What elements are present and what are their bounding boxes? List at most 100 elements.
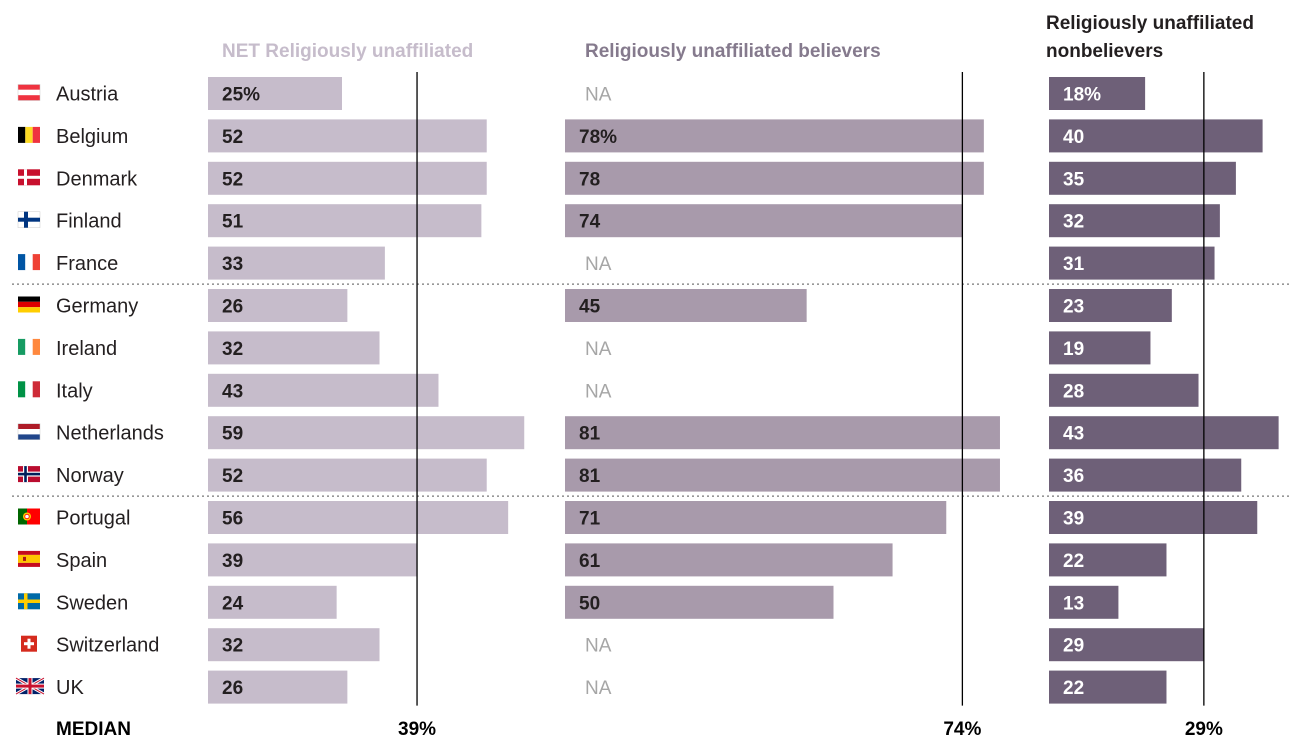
- data-label: 33: [222, 254, 243, 275]
- country-label: Norway: [56, 465, 124, 487]
- uk-flag-icon: [15, 676, 45, 696]
- median-lines: 39% 74% 29%: [398, 72, 1223, 738]
- table-row: Sweden 24 50 13: [18, 585, 1119, 619]
- na-label: NA: [585, 381, 612, 402]
- table-row: Switzerland 32 NA 29: [21, 628, 1204, 662]
- table-row: Ireland 32 NA 19: [18, 331, 1151, 365]
- spain-flag-icon: [18, 550, 40, 567]
- data-label: 81: [579, 466, 601, 487]
- austria-flag-icon: [17, 84, 41, 101]
- bar: [208, 543, 418, 577]
- data-label: 52: [222, 466, 243, 487]
- bar: [208, 670, 348, 704]
- bar: [565, 119, 984, 153]
- bar: [1049, 204, 1220, 238]
- bar: [208, 458, 487, 492]
- bar: [208, 289, 348, 322]
- data-label: 78%: [579, 127, 617, 148]
- bar: [1049, 585, 1119, 619]
- data-label: 43: [1063, 424, 1084, 445]
- na-label: NA: [585, 254, 612, 275]
- na-label: NA: [585, 339, 612, 360]
- bar: [1049, 373, 1199, 407]
- data-label: 29: [1063, 636, 1084, 657]
- data-label: 25%: [222, 85, 260, 106]
- data-label: 36: [1063, 466, 1084, 487]
- median-value-label: 29%: [1185, 719, 1223, 738]
- table-row: France 33 NA 31: [18, 246, 1215, 280]
- bar: [565, 204, 963, 238]
- table-row: Belgium 52 78% 40: [18, 119, 1263, 153]
- table-row: Austria 25% NA 18%: [17, 77, 1146, 110]
- finland-flag-icon: [17, 211, 41, 228]
- data-label: 40: [1063, 127, 1084, 148]
- median-value-label: 39%: [398, 719, 436, 738]
- data-label: 50: [579, 593, 600, 614]
- country-label: Germany: [56, 296, 138, 318]
- france-flag-icon: [18, 254, 40, 271]
- country-label: Portugal: [56, 508, 131, 530]
- data-label: 31: [1063, 254, 1085, 275]
- data-label: 26: [222, 297, 243, 318]
- bar: [1049, 670, 1167, 704]
- country-label: Netherlands: [56, 423, 164, 445]
- bar: [1049, 628, 1204, 662]
- data-label: 22: [1063, 551, 1084, 572]
- bar: [1049, 161, 1236, 195]
- chart-rows: Austria 25% NA 18% Belgium 52 78% 40 Denmark 52 78…: [12, 77, 1292, 704]
- bar: [1049, 331, 1151, 365]
- table-row: Italy 43 NA 28: [18, 373, 1199, 407]
- bar: [565, 416, 1000, 450]
- bar: [565, 501, 947, 534]
- bar: [565, 161, 984, 195]
- norway-flag-icon: [18, 466, 40, 483]
- data-label: 32: [222, 339, 243, 360]
- bar: [208, 373, 439, 407]
- bar: [1049, 543, 1167, 577]
- data-label: 32: [1063, 212, 1084, 233]
- country-label: Spain: [56, 550, 107, 572]
- bar: [208, 585, 337, 619]
- country-label: Italy: [56, 380, 93, 402]
- table-row: Germany 26 45 23: [18, 289, 1172, 322]
- table-row: Norway 52 81 36: [18, 458, 1242, 492]
- country-label: Sweden: [56, 592, 128, 614]
- bar: [565, 289, 807, 322]
- chart-headers: NET Religiously unaffiliated Religiously…: [222, 13, 1254, 62]
- data-label: 71: [579, 509, 601, 530]
- table-row: Finland 51 74 32: [17, 204, 1220, 238]
- portugal-flag-icon: [18, 508, 40, 525]
- country-label: Belgium: [56, 126, 128, 148]
- median-row-label: MEDIAN: [56, 719, 131, 738]
- country-label: Finland: [56, 211, 122, 233]
- data-label: 26: [222, 678, 243, 699]
- data-label: 43: [222, 381, 243, 402]
- bar: [1049, 246, 1215, 280]
- bar: [208, 161, 487, 195]
- bar: [565, 543, 893, 577]
- table-row: UK 26 NA 22: [15, 670, 1167, 704]
- country-label: Switzerland: [56, 635, 159, 657]
- bar: [208, 77, 342, 110]
- bar: [208, 331, 380, 365]
- bar: [1049, 289, 1172, 322]
- bar: [1049, 119, 1263, 153]
- netherlands-flag-icon: [17, 423, 41, 440]
- bar: [208, 628, 380, 662]
- data-label: 81: [579, 424, 601, 445]
- country-label: Ireland: [56, 338, 117, 360]
- data-label: 32: [222, 636, 243, 657]
- header-net-unaffiliated: NET Religiously unaffiliated: [222, 41, 473, 62]
- country-label: France: [56, 253, 118, 275]
- data-label: 22: [1063, 678, 1084, 699]
- bar: [1049, 501, 1258, 534]
- table-row: Spain 39 61 22: [18, 543, 1167, 577]
- data-label: 74: [579, 212, 601, 233]
- data-label: 35: [1063, 169, 1085, 190]
- data-label: 19: [1063, 339, 1084, 360]
- bar: [208, 119, 487, 153]
- data-label: 39: [222, 551, 243, 572]
- denmark-flag-icon: [18, 169, 40, 186]
- bar: [208, 416, 525, 450]
- data-label: 78: [579, 169, 600, 190]
